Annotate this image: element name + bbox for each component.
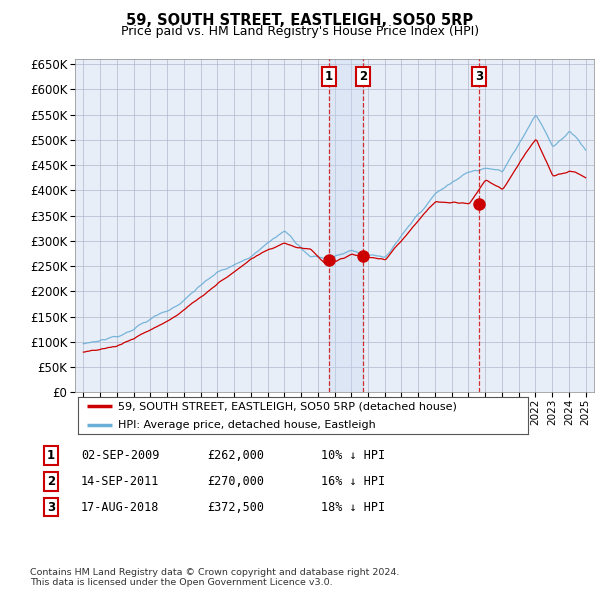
Text: 02-SEP-2009: 02-SEP-2009 xyxy=(81,449,160,462)
Text: 59, SOUTH STREET, EASTLEIGH, SO50 5RP: 59, SOUTH STREET, EASTLEIGH, SO50 5RP xyxy=(127,13,473,28)
Text: 3: 3 xyxy=(47,501,55,514)
Bar xyxy=(329,59,363,392)
Text: 59, SOUTH STREET, EASTLEIGH, SO50 5RP (detached house): 59, SOUTH STREET, EASTLEIGH, SO50 5RP (d… xyxy=(119,401,457,411)
Text: 18% ↓ HPI: 18% ↓ HPI xyxy=(321,501,385,514)
Text: 14-SEP-2011: 14-SEP-2011 xyxy=(81,475,160,488)
Text: 1: 1 xyxy=(47,449,55,462)
Text: £262,000: £262,000 xyxy=(207,449,264,462)
Text: 17-AUG-2018: 17-AUG-2018 xyxy=(81,501,160,514)
Text: 16% ↓ HPI: 16% ↓ HPI xyxy=(321,475,385,488)
Text: 2: 2 xyxy=(47,475,55,488)
Text: Price paid vs. HM Land Registry's House Price Index (HPI): Price paid vs. HM Land Registry's House … xyxy=(121,25,479,38)
Text: HPI: Average price, detached house, Eastleigh: HPI: Average price, detached house, East… xyxy=(119,419,376,430)
Text: 1: 1 xyxy=(325,70,333,83)
Text: 3: 3 xyxy=(475,70,483,83)
Text: £372,500: £372,500 xyxy=(207,501,264,514)
Text: 2: 2 xyxy=(359,70,367,83)
Text: £270,000: £270,000 xyxy=(207,475,264,488)
Text: 10% ↓ HPI: 10% ↓ HPI xyxy=(321,449,385,462)
Text: Contains HM Land Registry data © Crown copyright and database right 2024.
This d: Contains HM Land Registry data © Crown c… xyxy=(30,568,400,587)
